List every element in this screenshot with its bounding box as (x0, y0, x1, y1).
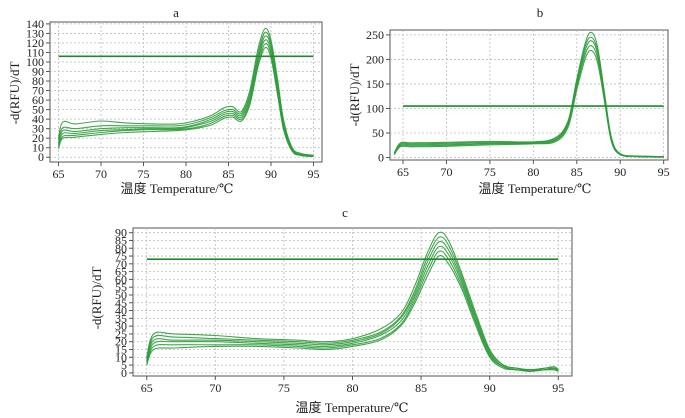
panel-b-xtick-label-65: 65 (397, 165, 409, 179)
panel-b-ytick-label-250: 250 (366, 28, 384, 42)
panel-c-ytick-label-10: 10 (115, 350, 127, 364)
panel-b-letter: b (537, 5, 544, 20)
panel-a-xlabel: 温度 Temperature/℃ (121, 181, 234, 196)
panel-b-xtick-label-70: 70 (440, 165, 452, 179)
panel-c-ytick-label-45: 45 (115, 296, 127, 310)
panel-b-frame (389, 29, 669, 161)
panel-b-xlabel: 温度 Temperature/℃ (479, 181, 592, 196)
panel-c-ytick-label-60: 60 (115, 272, 127, 286)
panel-c-ytick-label-20: 20 (115, 335, 127, 349)
panel-c-ytick-label-25: 25 (115, 327, 127, 341)
panel-c-ytick-label-90: 90 (115, 226, 127, 240)
panel-b-xtick-label-80: 80 (527, 165, 539, 179)
panel-a-melt-curve-6 (57, 46, 314, 157)
panel-a-xtick-label-70: 70 (95, 167, 107, 181)
panel-b-ytick-label-200: 200 (366, 52, 384, 66)
panel-a-ytick-label-130: 130 (26, 26, 44, 40)
panel-c-plot: 65 70 75 80 85 90 9505101520253035404550556065… (115, 226, 573, 395)
panel-b-ytick-label-50: 50 (372, 126, 384, 140)
panel-c-ytick-label-70: 70 (115, 257, 127, 271)
panel-a-ytick-label-10: 10 (32, 141, 44, 155)
panel-b-xtick-label-95: 95 (658, 165, 670, 179)
panel-a-ytick-label-70: 70 (32, 84, 44, 98)
panel-a-ytick-label-20: 20 (32, 131, 44, 145)
panel-b-ytick-label-150: 150 (366, 77, 384, 91)
panel-a-xtick-label-85: 85 (223, 167, 235, 181)
panel-a-ytick-label-0: 0 (38, 150, 44, 164)
panel-b-xtick-label-85: 85 (571, 165, 583, 179)
panel-c-ytick-label-40: 40 (115, 304, 127, 318)
panel-a-ytick-label-110: 110 (26, 45, 44, 59)
panel-b-ytick-label-100: 100 (366, 101, 384, 115)
panel-a-ytick-label-60: 60 (32, 93, 44, 107)
panel-a-xtick-label-90: 90 (265, 167, 277, 181)
panel-c-melt-curve-6 (146, 255, 559, 372)
panel-a-ytick-label-80: 80 (32, 74, 44, 88)
panel-a-xtick-label-65: 65 (53, 167, 65, 181)
panel-a-ytick-label-120: 120 (26, 36, 44, 50)
panel-b-plot: 65 70 75 80 85 90 95 0 50 100 150 200 250 (366, 28, 670, 179)
panel-a-xtick-label-75: 75 (138, 167, 150, 181)
panel-c-ytick-label-65: 65 (115, 265, 127, 279)
panel-a-ytick-label-40: 40 (32, 112, 44, 126)
panel-b-melt-curve-5 (393, 49, 664, 158)
panel-c-xtick-label-95: 95 (552, 381, 564, 395)
panel-b-xtick-label-90: 90 (614, 165, 626, 179)
panel-a-letter: a (173, 5, 179, 20)
panel-c-xtick-label-80: 80 (347, 381, 359, 395)
panel-c-xtick-label-90: 90 (484, 381, 496, 395)
chart-panel-a: a 温度 Temperature/℃ -d(RFU)/dT 65 70 75 80 85… (7, 5, 323, 196)
panel-c-xtick-label-85: 85 (415, 381, 427, 395)
panel-b-xtick-label-75: 75 (484, 165, 496, 179)
panel-c-xtick-label-65: 65 (141, 381, 153, 395)
panel-c-ytick-label-15: 15 (115, 343, 127, 357)
panel-c-letter: c (342, 205, 348, 220)
panel-c-xtick-label-75: 75 (278, 381, 290, 395)
panel-c-ytick-label-5: 5 (121, 358, 127, 372)
panel-b-ytick-label-0: 0 (378, 151, 384, 165)
panel-c-ytick-label-50: 50 (115, 288, 127, 302)
panel-c-ytick-label-55: 55 (115, 280, 127, 294)
panel-a-ytick-label-100: 100 (26, 55, 44, 69)
panel-a-plot: 65 70 75 80 85 90 9501020304050607080901001101… (26, 17, 323, 181)
panel-a-ytick-label-90: 90 (32, 65, 44, 79)
panel-c-ytick-label-0: 0 (121, 366, 127, 380)
panel-a-ytick-label-50: 50 (32, 103, 44, 117)
panel-a-ylabel: -d(RFU)/dT (7, 62, 22, 125)
panel-a-xtick-label-95: 95 (308, 167, 320, 181)
chart-panel-b: b 温度 Temperature/℃ -d(RFU)/dT 65 70 75 80 85… (347, 5, 670, 196)
panel-c-ytick-label-85: 85 (115, 233, 127, 247)
panel-a-ytick-label-30: 30 (32, 122, 44, 136)
panel-c-ytick-label-75: 75 (115, 249, 127, 263)
panel-c-ytick-label-35: 35 (115, 311, 127, 325)
panel-c-xtick-label-70: 70 (209, 381, 221, 395)
panel-c-ytick-label-80: 80 (115, 241, 127, 255)
panel-b-ylabel: -d(RFU)/dT (347, 64, 362, 127)
panel-c-xlabel: 温度 Temperature/℃ (296, 400, 409, 415)
panel-a-xtick-label-80: 80 (180, 167, 192, 181)
panel-c-melt-curve-2 (146, 236, 559, 371)
panel-c-ylabel: -d(RFU)/dT (89, 267, 104, 330)
chart-panel-c: c 温度 Temperature/℃ -d(RFU)/dT 65 70 75 80 85… (89, 205, 573, 415)
panel-c-ytick-label-30: 30 (115, 319, 127, 333)
panel-a-ytick-label-140: 140 (26, 17, 44, 31)
